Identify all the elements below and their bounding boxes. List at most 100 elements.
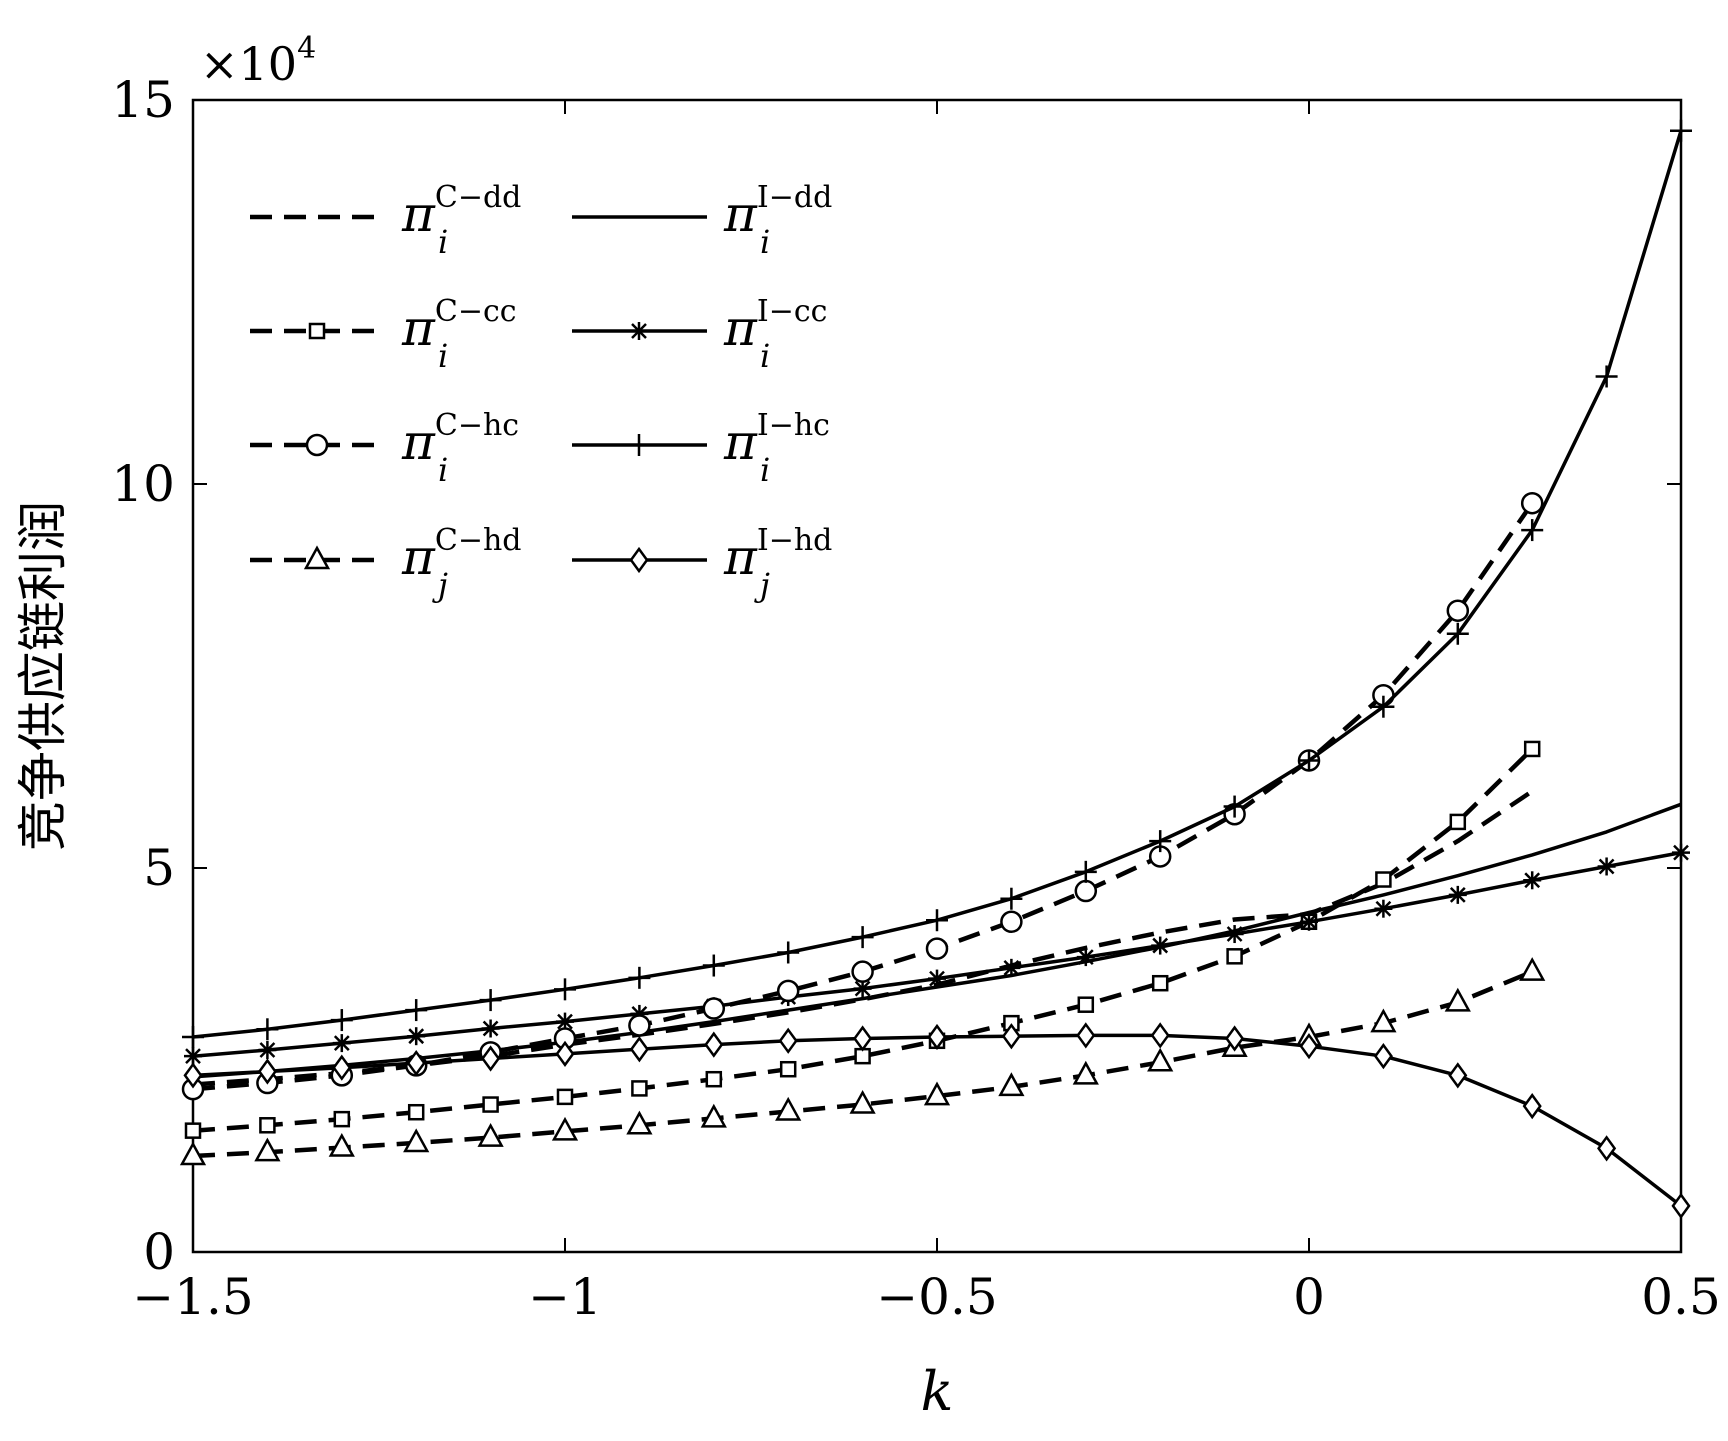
- x-axis-label: k: [921, 1360, 954, 1423]
- triangle-marker: [775, 1096, 802, 1121]
- asterisk-marker: [1448, 885, 1467, 904]
- triangle-marker: [626, 1110, 653, 1135]
- y-tick-label: 0: [143, 1223, 175, 1281]
- plus-marker: [1446, 622, 1469, 645]
- plus-marker: [1372, 695, 1395, 718]
- square-marker: [1375, 871, 1392, 888]
- square-marker: [1151, 974, 1169, 992]
- legend-item-C-hd: πC−hd j: [250, 523, 522, 604]
- legend-item-I-hc: πI−hc i: [572, 408, 830, 489]
- square-marker: [1077, 996, 1095, 1013]
- triangle-marker: [1072, 1060, 1099, 1085]
- circle-marker: [925, 937, 949, 960]
- plus-marker: [479, 989, 502, 1012]
- triangle-marker: [1444, 987, 1471, 1012]
- asterisk-marker: [630, 322, 648, 340]
- triangle-marker: [179, 1141, 207, 1166]
- y-multiplier: ×104: [200, 31, 316, 91]
- diamond-marker: [1150, 1022, 1170, 1049]
- asterisk-marker: [1374, 899, 1393, 918]
- square-marker: [1226, 948, 1243, 965]
- legend-label: πC−cc i: [401, 294, 517, 375]
- legend-item-C-hc: πC−hc i: [250, 408, 519, 489]
- series-I-hc: [182, 119, 1692, 1048]
- square-marker: [556, 1088, 574, 1106]
- diamond-marker: [555, 1040, 575, 1067]
- asterisk-marker: [481, 1019, 500, 1038]
- legend-item-I-hd: πI−hd j: [572, 523, 832, 604]
- legend-label: πI−cc i: [723, 294, 827, 375]
- plus-marker: [926, 909, 948, 932]
- legend-item-I-cc: πI−cc i: [572, 294, 827, 375]
- plus-marker: [702, 954, 725, 977]
- series-line-C-hc: [192, 501, 1535, 1092]
- diamond-marker: [1299, 1033, 1319, 1060]
- asterisk-marker: [407, 1027, 426, 1046]
- circle-marker: [1074, 879, 1098, 903]
- diamond-marker: [778, 1027, 798, 1054]
- circle-marker: [702, 997, 726, 1020]
- diamond-marker: [1225, 1025, 1245, 1052]
- square-marker: [1449, 813, 1467, 831]
- plus-marker: [256, 1018, 279, 1041]
- diamond-marker: [629, 1036, 649, 1063]
- square-marker: [1523, 740, 1541, 758]
- plus-marker: [628, 434, 650, 456]
- plus-marker: [182, 1025, 204, 1048]
- diamond-marker: [1522, 1092, 1542, 1120]
- asterisk-marker: [1002, 958, 1021, 977]
- legend-label: πC−dd i: [401, 180, 521, 261]
- triangle-marker: [998, 1072, 1025, 1097]
- triangle-marker: [1370, 1008, 1397, 1033]
- triangle-marker: [551, 1116, 579, 1141]
- y-tick-label: 10: [111, 455, 175, 513]
- x-tick-label: 0: [1293, 1268, 1325, 1326]
- asterisk-marker: [258, 1041, 277, 1060]
- legend-item-C-dd: πC−dd i: [250, 180, 521, 261]
- square-marker: [308, 322, 326, 340]
- axis-ticks: −1.5 −1 −0.5 0 0.5 0 5 10 15: [111, 71, 1720, 1326]
- plus-marker: [1000, 887, 1023, 910]
- diamond-marker: [257, 1058, 277, 1085]
- legend-label: πC−hc i: [401, 408, 519, 489]
- series-layer: [179, 119, 1692, 1220]
- plus-marker: [1223, 795, 1246, 818]
- diamond-marker: [481, 1045, 501, 1072]
- asterisk-marker: [1225, 925, 1244, 944]
- square-marker: [779, 1060, 797, 1078]
- legend-label: πI−hd j: [723, 523, 832, 604]
- asterisk-marker: [1672, 843, 1690, 862]
- legend: πC−dd i πI−dd i πC−cc i πI−cc i πC−hc i πI−hc i πC−h…: [250, 180, 832, 604]
- y-tick-label: 5: [143, 839, 175, 897]
- asterisk-marker: [332, 1034, 351, 1053]
- asterisk-marker: [1076, 948, 1095, 967]
- triangle-marker: [303, 545, 331, 570]
- plus-marker: [1595, 365, 1618, 388]
- circle-marker: [1446, 599, 1470, 622]
- plus-marker: [405, 999, 428, 1022]
- triangle-marker: [1147, 1047, 1174, 1072]
- plus-marker: [628, 966, 651, 989]
- legend-item-C-cc: πC−cc i: [250, 294, 517, 375]
- legend-label: πI−hc i: [723, 408, 830, 489]
- plus-marker: [1521, 519, 1544, 542]
- circle-marker: [1520, 491, 1544, 515]
- diamond-marker: [1597, 1135, 1617, 1162]
- diamond-marker: [704, 1031, 724, 1058]
- asterisk-marker: [1300, 912, 1318, 931]
- legend-label: πI−dd i: [723, 180, 832, 261]
- square-marker: [333, 1110, 351, 1128]
- diamond-marker: [853, 1025, 873, 1052]
- triangle-marker: [254, 1137, 281, 1162]
- circle-marker: [305, 433, 329, 457]
- y-axis-label: 竞争供应链利润: [14, 501, 72, 851]
- diamond-marker: [1001, 1023, 1021, 1050]
- triangle-marker: [403, 1128, 430, 1153]
- square-marker: [482, 1096, 499, 1113]
- plus-marker: [851, 926, 874, 949]
- square-marker: [631, 1080, 648, 1097]
- plus-marker: [554, 978, 576, 1001]
- diamond-marker: [1373, 1043, 1393, 1070]
- diamond-marker: [927, 1023, 947, 1051]
